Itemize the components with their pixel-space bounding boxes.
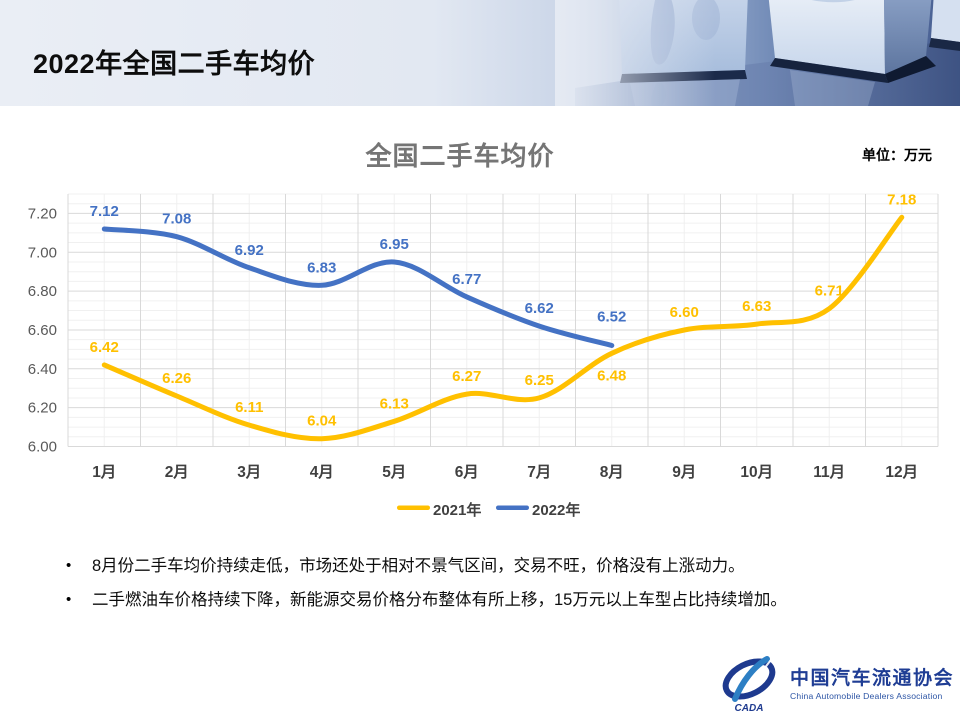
- y-tick-label: 7.00: [28, 244, 57, 261]
- bullet-marker-icon: •: [66, 557, 72, 574]
- bullet-text: 二手燃油车价格持续下降，新能源交易价格分布整体有所上移，15万元以上车型占比持续…: [92, 591, 787, 609]
- y-tick-label: 6.60: [28, 322, 57, 339]
- data-label: 7.12: [90, 203, 119, 220]
- data-label: 6.25: [525, 372, 554, 389]
- y-tick-label: 6.20: [28, 400, 57, 417]
- header-decoration-cubes-image: [0, 0, 960, 106]
- data-label: 7.18: [887, 191, 916, 208]
- data-label: 6.60: [670, 304, 699, 321]
- series-line-2021年: [101, 214, 905, 442]
- legend-label: 2022年: [532, 501, 580, 519]
- header-banner: 2022年全国二手车均价: [0, 0, 960, 106]
- data-label: 6.04: [307, 413, 337, 430]
- page-title: 2022年全国二手车均价: [33, 49, 316, 79]
- data-label: 6.62: [525, 300, 554, 317]
- chart-legend: 2021年 2022年: [397, 501, 580, 519]
- x-category-label: 11月: [813, 463, 845, 481]
- x-category-label: 7月: [527, 463, 551, 481]
- unit-label: 单位：万元: [862, 147, 932, 163]
- data-labels-2022年: 7.12 7.08 6.92 6.83 6.95 6.77 6.62 6.52: [90, 203, 627, 326]
- x-category-label: 8月: [600, 463, 624, 481]
- data-label: 6.95: [380, 236, 409, 253]
- x-category-label: 3月: [237, 463, 261, 481]
- bullet-marker-icon: •: [66, 591, 72, 608]
- y-tick-label: 6.80: [28, 283, 57, 300]
- x-axis-labels: 1月 2月 3月 4月 5月 6月 7月 8月 9月 10月 11月 12月: [92, 463, 918, 481]
- data-labels-2021年: 6.42 6.26 6.11 6.04 6.13 6.27 6.25 6.48 6.60 6.63…: [90, 191, 917, 429]
- legend-swatch-2022年: [496, 505, 529, 510]
- data-label: 6.26: [162, 370, 191, 387]
- data-label: 6.42: [90, 339, 119, 356]
- major-gridlines: [67, 194, 939, 447]
- x-category-label: 5月: [382, 463, 406, 481]
- data-label: 6.52: [597, 309, 626, 326]
- y-tick-label: 6.00: [28, 439, 57, 456]
- chart-title: 全国二手车均价: [365, 141, 555, 171]
- y-tick-label: 7.20: [28, 205, 57, 222]
- bullet-item: • 8月份二手车均价持续走低，市场还处于相对不景气区间，交易不旺，价格没有上涨动…: [66, 556, 926, 576]
- x-category-label: 2月: [165, 463, 189, 481]
- logo-name-en: China Automobile Dealers Association: [790, 690, 943, 701]
- data-label: 7.08: [162, 211, 191, 228]
- data-label: 6.13: [380, 395, 409, 412]
- data-label: 6.27: [452, 368, 481, 385]
- cada-logo: CADA 中国汽车流通协会 China Automobile Dealers A…: [720, 654, 954, 714]
- y-tick-label: 6.40: [28, 361, 57, 378]
- cada-logo-mark-text: CADA: [735, 703, 764, 714]
- series-line-2022年: [101, 226, 615, 348]
- x-category-label: 1月: [92, 463, 116, 481]
- data-label: 6.63: [742, 298, 771, 315]
- minor-gridlines: [68, 193, 938, 447]
- legend-swatch-2021年: [397, 505, 430, 510]
- logo-name-cn: 中国汽车流通协会: [790, 667, 955, 689]
- series-2021年: [101, 214, 905, 442]
- series-2022年: [101, 226, 615, 348]
- data-label: 6.83: [307, 259, 336, 276]
- legend-label: 2021年: [433, 501, 481, 519]
- x-category-label: 6月: [455, 463, 479, 481]
- y-axis-labels: 6.00 6.20 6.40 6.60 6.80 7.00 7.20: [28, 205, 57, 455]
- x-category-label: 12月: [885, 463, 918, 481]
- data-label: 6.71: [815, 283, 844, 300]
- data-label: 6.77: [452, 271, 481, 288]
- insight-bullets: • 8月份二手车均价持续走低，市场还处于相对不景气区间，交易不旺，价格没有上涨动…: [66, 556, 926, 624]
- x-category-label: 10月: [740, 463, 773, 481]
- bullet-text: 8月份二手车均价持续走低，市场还处于相对不景气区间，交易不旺，价格没有上涨动力。: [92, 557, 745, 575]
- data-label: 6.11: [235, 399, 263, 416]
- bullet-item: • 二手燃油车价格持续下降，新能源交易价格分布整体有所上移，15万元以上车型占比…: [66, 590, 926, 610]
- cada-logo-mark-icon: CADA: [722, 656, 776, 714]
- x-category-label: 4月: [310, 463, 334, 481]
- x-category-label: 9月: [672, 463, 696, 481]
- data-label: 6.48: [597, 367, 626, 384]
- data-label: 6.92: [235, 242, 264, 259]
